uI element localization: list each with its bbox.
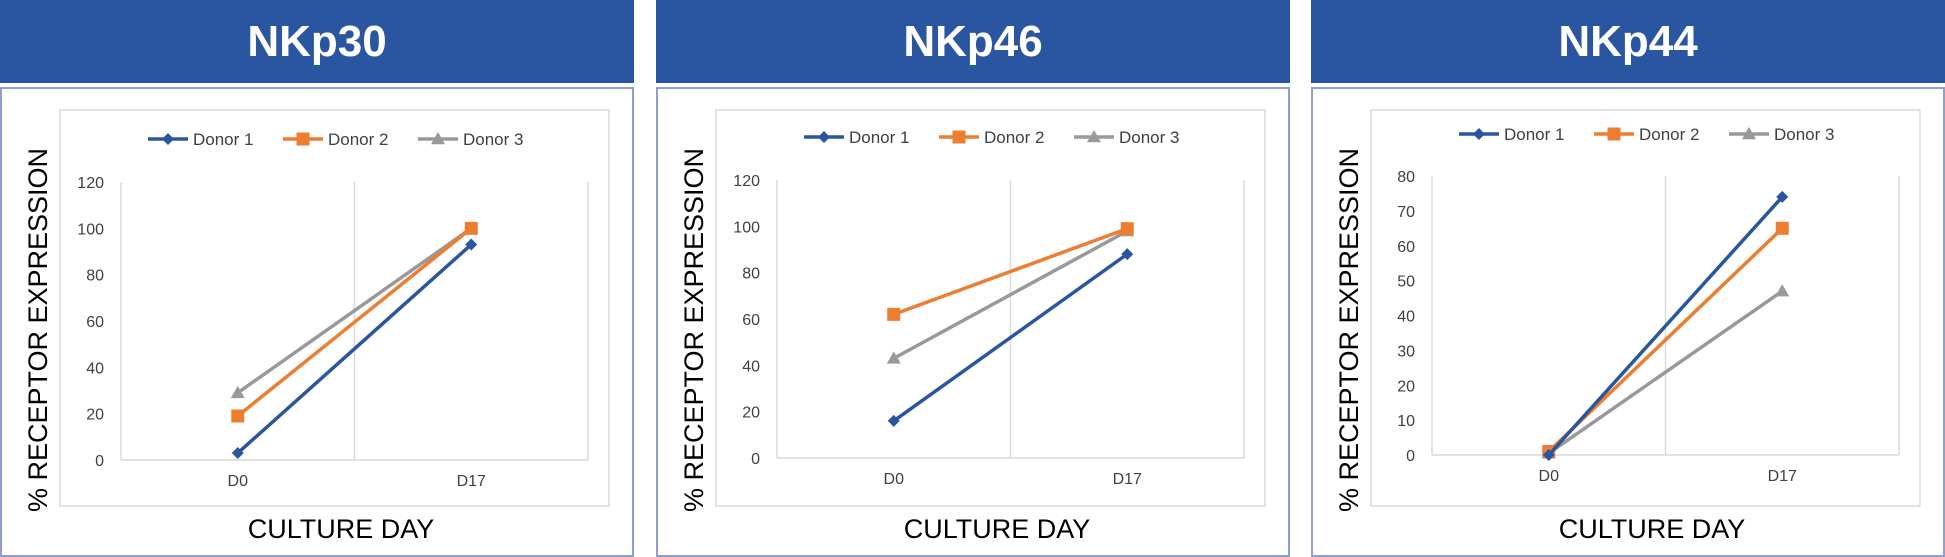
legend-label: Donor 3 bbox=[463, 130, 523, 149]
chart-title: NKp44 bbox=[1311, 0, 1945, 83]
y-tick-label: 80 bbox=[86, 268, 104, 285]
y-tick-label: 100 bbox=[733, 219, 760, 236]
legend-marker bbox=[1473, 128, 1485, 140]
y-tick-label: 70 bbox=[1397, 204, 1415, 221]
legend-label: Donor 2 bbox=[1639, 125, 1699, 144]
legend-label: Donor 1 bbox=[1504, 125, 1564, 144]
y-tick-label: 20 bbox=[742, 405, 760, 422]
series-line-1 bbox=[1547, 195, 1784, 457]
y-tick-label: 20 bbox=[86, 407, 104, 424]
x-axis-title: CULTURE DAY bbox=[248, 514, 435, 544]
data-point bbox=[1542, 449, 1555, 461]
chart-svg: 0 20 40 60 80 100 120 D0 D17 CULTURE DAY % RECEPTO… bbox=[679, 109, 1266, 544]
legend-marker bbox=[818, 131, 830, 143]
legend-label: Donor 2 bbox=[984, 128, 1044, 147]
legend-marker bbox=[1742, 127, 1756, 140]
legend-label: Donor 2 bbox=[328, 130, 388, 149]
y-tick-label: 40 bbox=[1397, 309, 1415, 326]
y-axis-title: % RECEPTOR EXPRESSION bbox=[23, 148, 53, 512]
x-tick-label: D0 bbox=[228, 473, 249, 490]
chart-title: NKp30 bbox=[0, 0, 634, 83]
data-point bbox=[231, 447, 244, 460]
data-point bbox=[1775, 284, 1790, 297]
series-line-2 bbox=[893, 227, 1128, 317]
chart-title: NKp46 bbox=[656, 0, 1290, 83]
x-tick-label: D17 bbox=[457, 473, 486, 490]
chart-panel-1: NKp30 0 20 40 60 80 100 120 D0 D17 CULTURE DAY % RE… bbox=[0, 0, 634, 557]
y-axis-title: % RECEPTOR EXPRESSION bbox=[1334, 148, 1364, 512]
data-point bbox=[1775, 221, 1789, 235]
y-tick-label: 120 bbox=[77, 175, 104, 192]
y-tick-label: 40 bbox=[86, 360, 104, 377]
chart-frame bbox=[0, 87, 634, 557]
data-point bbox=[231, 409, 245, 423]
data-point bbox=[465, 238, 478, 251]
x-tick-label: D0 bbox=[1539, 468, 1560, 485]
data-point bbox=[886, 351, 901, 364]
chart-area bbox=[1370, 109, 1921, 507]
series-line-1 bbox=[236, 243, 473, 455]
y-tick-label: 10 bbox=[1397, 413, 1415, 430]
series-line-3 bbox=[892, 229, 1129, 360]
series-line-2 bbox=[236, 226, 473, 418]
data-point bbox=[464, 221, 478, 235]
y-tick-label: 0 bbox=[751, 451, 760, 468]
chart-area bbox=[59, 109, 610, 507]
x-tick-label: D17 bbox=[1113, 471, 1142, 488]
x-tick-label: D0 bbox=[884, 471, 905, 488]
data-point bbox=[230, 385, 245, 399]
y-tick-label: 30 bbox=[1397, 343, 1415, 360]
y-tick-label: 60 bbox=[742, 312, 760, 329]
legend-label: Donor 1 bbox=[193, 130, 253, 149]
y-tick-label: 80 bbox=[742, 266, 760, 283]
y-tick-label: 60 bbox=[86, 314, 104, 331]
chart-panel-3: NKp44 0 10 20 30 40 50 60 70 80 D0 D17 CULTURE DAY % … bbox=[1311, 0, 1945, 557]
data-point bbox=[887, 307, 901, 321]
data-point bbox=[887, 414, 900, 427]
legend-marker bbox=[952, 130, 966, 144]
chart-area bbox=[715, 109, 1266, 507]
legend-label: Donor 1 bbox=[849, 128, 909, 147]
chart-svg: 0 10 20 30 40 50 60 70 80 D0 D17 CULTURE DAY % RECEP… bbox=[1334, 109, 1921, 544]
x-tick-label: D17 bbox=[1768, 468, 1797, 485]
data-point bbox=[1776, 190, 1789, 203]
series-line-1 bbox=[892, 252, 1129, 423]
y-tick-label: 40 bbox=[742, 358, 760, 375]
y-tick-label: 50 bbox=[1397, 274, 1415, 291]
data-point bbox=[1120, 222, 1134, 236]
y-tick-label: 0 bbox=[95, 453, 104, 470]
x-axis-title: CULTURE DAY bbox=[1559, 514, 1746, 544]
chart-panel-2: NKp46 0 20 40 60 80 100 120 D0 D17 CULTURE DAY % RE… bbox=[656, 0, 1290, 557]
chart-svg: 0 20 40 60 80 100 120 D0 D17 CULTURE DAY % RECEPTO… bbox=[23, 109, 610, 544]
legend-marker bbox=[1607, 127, 1621, 141]
y-tick-label: 80 bbox=[1397, 169, 1415, 186]
x-axis-title: CULTURE DAY bbox=[904, 514, 1091, 544]
y-tick-label: 20 bbox=[1397, 378, 1415, 395]
chart-frame bbox=[656, 87, 1290, 557]
series-line-3 bbox=[236, 226, 473, 395]
y-tick-label: 0 bbox=[1406, 448, 1415, 465]
y-axis-title: % RECEPTOR EXPRESSION bbox=[679, 148, 709, 512]
legend-label: Donor 3 bbox=[1119, 128, 1179, 147]
y-tick-label: 120 bbox=[733, 173, 760, 190]
legend-marker bbox=[431, 132, 445, 145]
chart-frame bbox=[1311, 87, 1945, 557]
y-tick-label: 60 bbox=[1397, 239, 1415, 256]
legend-marker bbox=[162, 133, 174, 145]
legend-marker bbox=[296, 132, 310, 146]
legend-marker bbox=[1087, 130, 1101, 143]
legend-label: Donor 3 bbox=[1774, 125, 1834, 144]
y-tick-label: 100 bbox=[77, 221, 104, 238]
series-line-3 bbox=[1547, 289, 1784, 455]
data-point bbox=[1121, 248, 1134, 261]
